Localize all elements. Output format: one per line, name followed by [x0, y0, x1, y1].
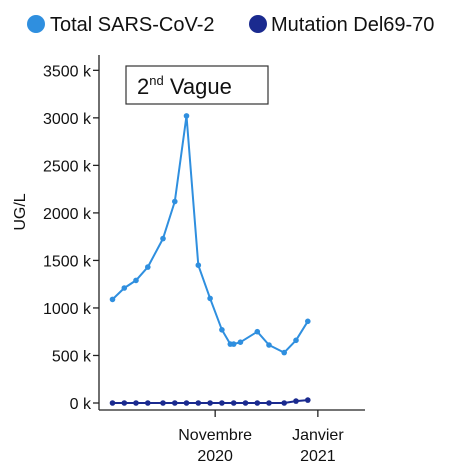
- data-point: [281, 400, 288, 406]
- x-tick-label-year: 2020: [197, 448, 233, 465]
- legend-label-total: Total SARS-CoV-2: [50, 14, 215, 36]
- data-point: [281, 349, 288, 356]
- legend-label-mutation: Mutation Del69-70: [271, 14, 434, 36]
- y-tick-label: 2000 k: [43, 206, 92, 223]
- y-axis: 0 k 500 k 1000 k 1500 k 2000 k 2500 k 3000 k 35…: [43, 55, 100, 413]
- data-point: [237, 339, 244, 346]
- data-point: [195, 400, 202, 406]
- data-point: [145, 264, 151, 270]
- data-point: [160, 400, 166, 406]
- data-point: [183, 400, 190, 406]
- y-tick-label: 3000 k: [43, 111, 92, 128]
- data-point: [219, 327, 225, 333]
- y-tick-label: 2500 k: [43, 158, 92, 175]
- data-point: [254, 400, 261, 406]
- data-point: [207, 295, 213, 302]
- x-tick-label-month: Janvier: [292, 427, 344, 444]
- legend: Total SARS-CoV-2 Mutation Del69-70: [27, 14, 434, 36]
- data-point: [172, 400, 178, 406]
- y-tick-label: 1000 k: [43, 301, 92, 318]
- data-point: [121, 285, 128, 291]
- data-point: [293, 398, 299, 404]
- y-tick-label: 0 k: [70, 396, 92, 413]
- y-ticks: 0 k 500 k 1000 k 1500 k 2000 k 2500 k 3000 k 35…: [43, 63, 99, 413]
- data-point: [133, 400, 139, 406]
- data-point: [160, 235, 166, 242]
- data-point: [195, 262, 202, 269]
- data-point: [121, 400, 128, 406]
- data-point: [172, 198, 178, 205]
- data-point: [305, 397, 311, 403]
- y-tick-label: 3500 k: [43, 63, 92, 80]
- x-axis: Novembre 2020 Janvier 2021: [99, 409, 365, 465]
- y-axis-title: UG/L: [12, 193, 29, 230]
- legend-marker-total: [27, 15, 45, 33]
- y-tick-label: 500 k: [52, 348, 92, 365]
- data-point: [266, 342, 272, 348]
- data-point: [207, 400, 213, 406]
- annotation-label: 2nd Vague: [137, 73, 232, 99]
- data-point: [183, 113, 190, 119]
- data-point: [242, 400, 249, 406]
- data-point: [293, 337, 299, 344]
- annotation-box: 2nd Vague: [125, 65, 269, 105]
- annotation-frame: [125, 65, 269, 105]
- data-point: [230, 341, 237, 347]
- annotation-superscript: nd: [149, 73, 163, 88]
- data-point: [145, 400, 151, 406]
- y-tick-label: 1500 k: [43, 253, 92, 270]
- data-point: [109, 400, 116, 406]
- x-tick-label-year: 2021: [300, 448, 336, 465]
- data-point: [254, 328, 261, 335]
- plot-area: [109, 113, 311, 406]
- legend-marker-mutation: [249, 15, 267, 33]
- data-point: [305, 318, 311, 325]
- annotation-number: 2: [137, 74, 149, 99]
- series-total: [109, 113, 311, 356]
- annotation-rest: Vague: [164, 74, 232, 99]
- series-line: [111, 114, 309, 354]
- data-point: [266, 400, 272, 406]
- series-mutation: [109, 397, 311, 406]
- data-point: [219, 400, 225, 406]
- data-point: [133, 277, 139, 284]
- data-point: [109, 296, 116, 303]
- x-tick-label-month: Novembre: [178, 427, 252, 444]
- data-point: [230, 400, 237, 406]
- x-ticks: Novembre 2020 Janvier 2021: [178, 410, 344, 465]
